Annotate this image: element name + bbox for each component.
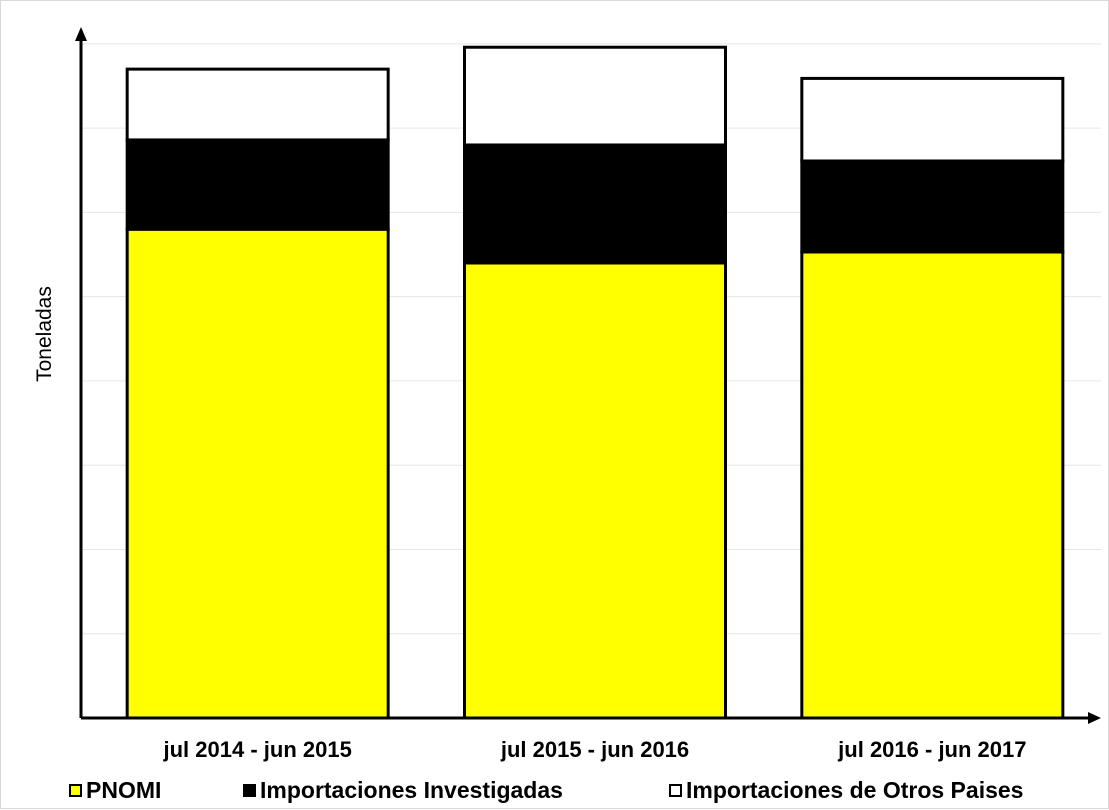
bar-segment-importaciones-de-otros-paises-1 xyxy=(125,67,390,142)
bar-segment-importaciones-investigadas-2 xyxy=(463,143,727,265)
legend-label-importaciones-investigadas: Importaciones Investigadas xyxy=(260,777,563,803)
axes xyxy=(75,27,1101,724)
bars xyxy=(125,45,1065,720)
bar-segment-pnomi-2 xyxy=(463,261,727,720)
legend-swatch-importaciones-investigadas xyxy=(243,784,256,797)
bar-segment-importaciones-de-otros-paises-2 xyxy=(463,45,727,147)
x-tick-label: jul 2015 - jun 2016 xyxy=(500,737,689,762)
legend-item-pnomi: PNOMI xyxy=(69,777,161,804)
x-tick-labels: jul 2014 - jun 2015 jul 2015 - jun 2016 ju… xyxy=(163,737,1027,762)
legend-label-importaciones-otros-paises: Importaciones de Otros Paises xyxy=(686,777,1024,803)
legend: PNOMI Importaciones Investigadas Importa… xyxy=(1,777,1109,807)
bar-segment-pnomi-3 xyxy=(800,250,1065,720)
legend-swatch-importaciones-otros-paises xyxy=(669,784,682,797)
bar-segment-importaciones-de-otros-paises-3 xyxy=(800,76,1065,163)
bar-segment-pnomi-1 xyxy=(125,227,390,720)
x-tick-label: jul 2014 - jun 2015 xyxy=(163,737,352,762)
bar-segment-importaciones-investigadas-3 xyxy=(800,159,1065,254)
x-tick-label: jul 2016 - jun 2017 xyxy=(837,737,1026,762)
x-axis-arrow xyxy=(1088,712,1101,724)
legend-item-importaciones-otros-paises: Importaciones de Otros Paises xyxy=(669,777,1023,804)
bar-segment-importaciones-investigadas-1 xyxy=(125,138,390,231)
legend-swatch-pnomi xyxy=(69,784,82,797)
legend-item-importaciones-investigadas: Importaciones Investigadas xyxy=(243,777,563,804)
y-axis-label: Toneladas xyxy=(33,286,56,382)
legend-label-pnomi: PNOMI xyxy=(86,777,162,803)
y-axis-arrow xyxy=(75,27,87,41)
